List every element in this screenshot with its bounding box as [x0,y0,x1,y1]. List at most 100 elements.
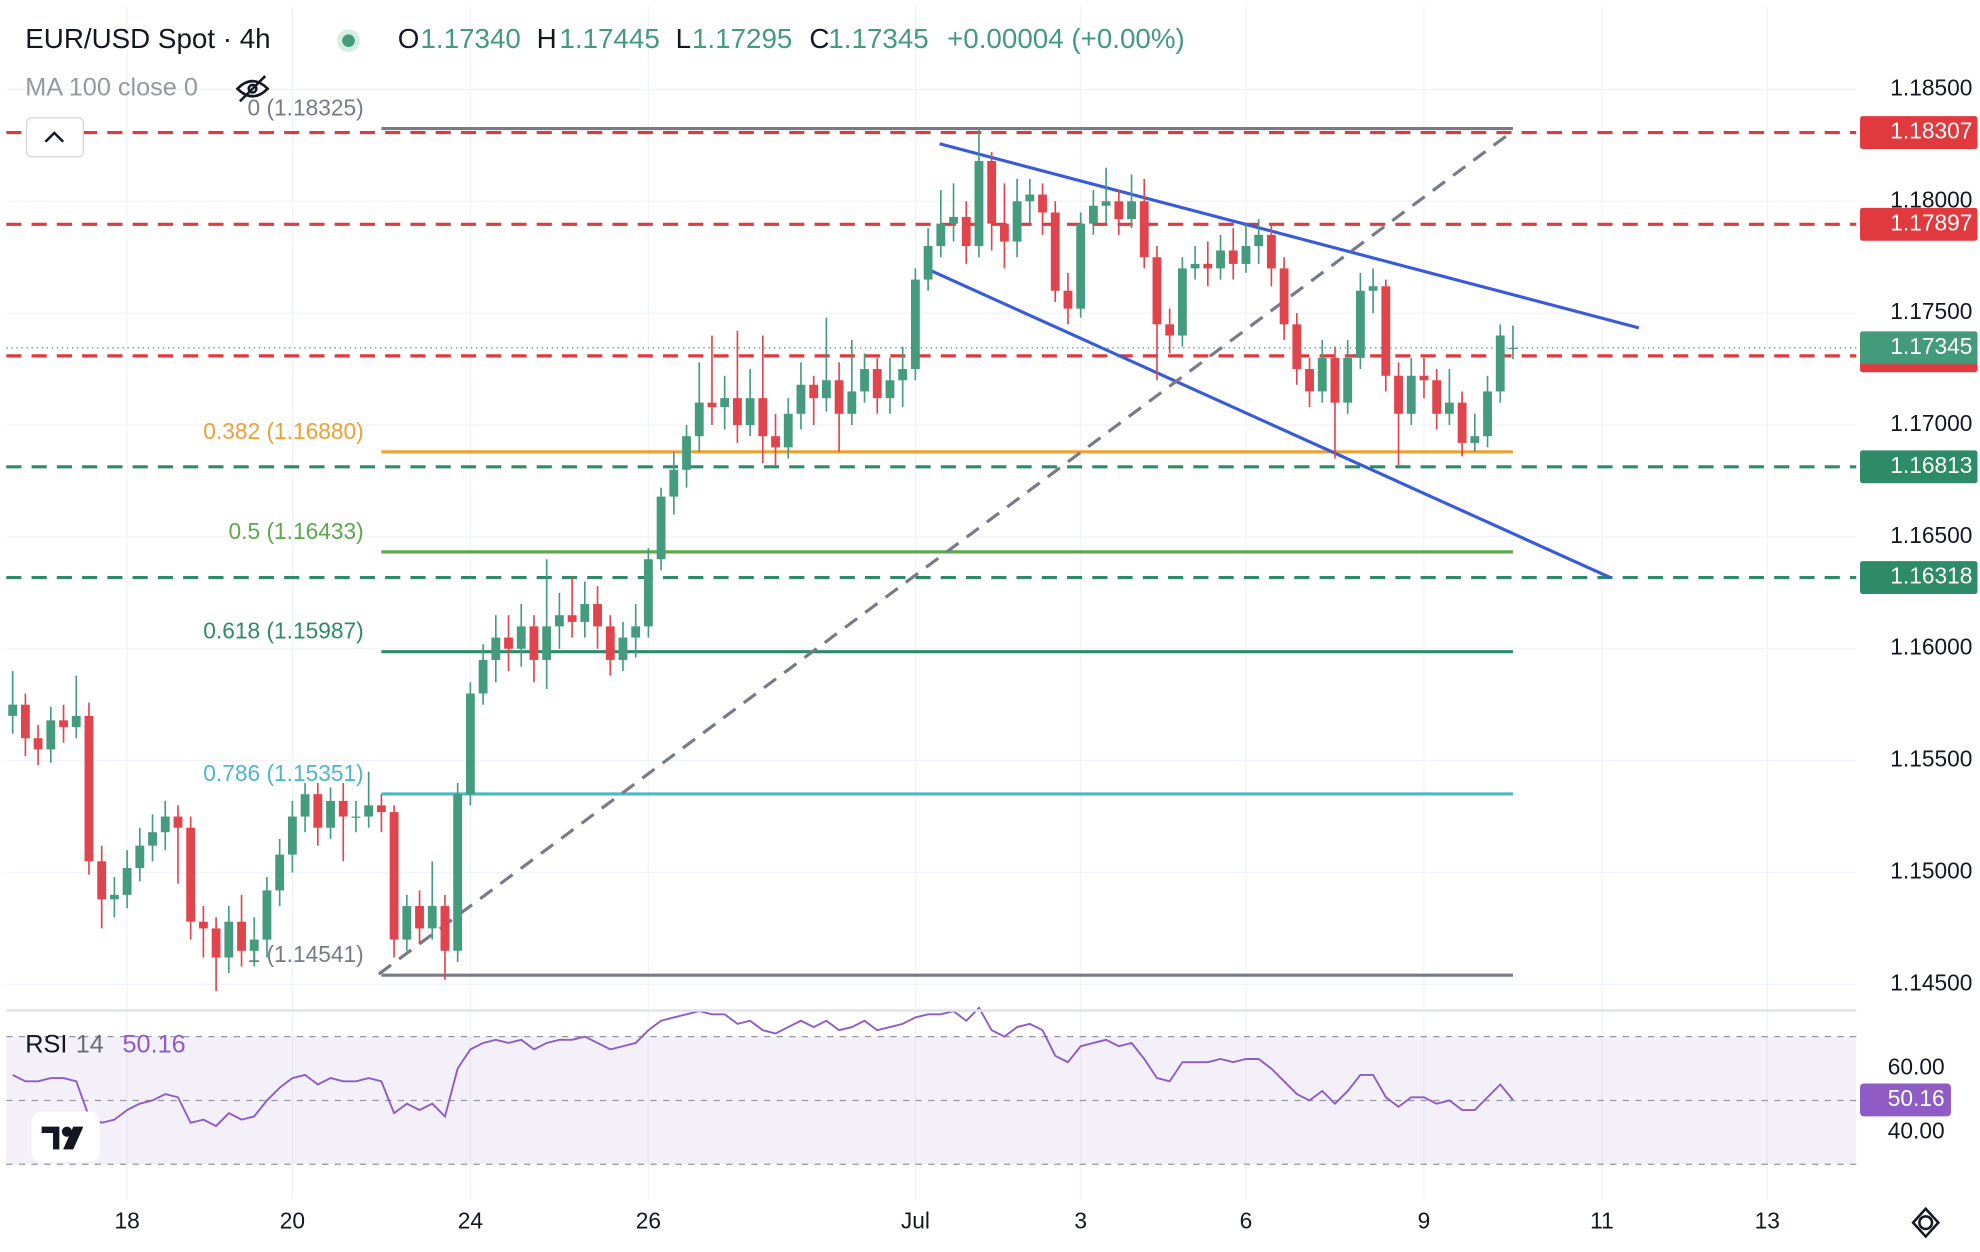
candle-body [1495,335,1505,392]
candle-body [809,384,819,399]
c-label: C [809,23,829,54]
candle-body [33,738,43,750]
candle-body [1050,212,1060,291]
x-tick-label: 9 [1418,1208,1431,1234]
candle-body [338,800,348,817]
candle-body [720,398,730,408]
visibility-icon[interactable] [235,75,270,103]
candle-body [1241,246,1251,264]
candle-body [440,906,450,951]
candle-body [860,369,869,392]
rsi-name: RSI [25,1031,67,1059]
candle-body [961,216,971,247]
candle-body [554,615,564,627]
fib-label: 0.786 (1.15351) [203,760,363,786]
candle-body [872,369,882,399]
candle-body [1076,223,1086,309]
rsi-tick-label: 40.00 [1888,1117,1945,1143]
candle-body [326,800,335,828]
candle-body [148,832,157,846]
candle-body [1444,402,1454,414]
candle-body [224,921,234,958]
candle-body [1114,201,1124,220]
collapse-button[interactable] [25,117,84,158]
level-label: 1.16813 [1890,452,1972,478]
candle-body [186,827,196,922]
x-tick-label: 11 [1590,1208,1614,1234]
candle-body [211,928,221,958]
c-value: 1.17345 [828,23,928,54]
o-label: O [398,23,420,54]
y-tick-label: 1.15500 [1890,746,1972,772]
candle-body [1406,375,1416,414]
candle-body [1330,357,1340,403]
candle-body [605,626,615,660]
candle-body [1038,194,1047,213]
l-value: 1.17295 [692,23,792,54]
level-box [1860,450,1978,484]
candle-body [847,391,857,414]
candle-body [885,380,895,399]
candle-body [275,854,285,891]
candle-body [84,715,94,862]
price-box [1860,331,1978,365]
candle-body [923,246,933,280]
candle-body [796,384,806,414]
logo[interactable] [31,1111,100,1163]
candle-body [1266,234,1276,269]
fib-label: 0.5 (1.16433) [229,518,364,544]
candle-body [758,398,768,437]
candle-body [20,704,30,739]
plot: 18 20 24 26 Jul 3 6 9 11 13 60.00 40.00 0 (1.18325) 0… [6,74,1978,1234]
candle-body [542,626,552,660]
o-value: 1.17340 [420,23,520,54]
candle-body [1381,286,1391,376]
candle-body [351,816,361,818]
rsi-value-box [1860,1083,1951,1117]
candle-body [1432,380,1442,414]
candle-body [453,794,463,951]
change: +0.00004 (+0.00%) [947,23,1185,54]
candle-body [1203,263,1213,269]
candle-body [198,921,208,929]
candle-body [415,906,424,929]
candle-body [46,720,56,750]
level-label: 1.16318 [1890,563,1972,589]
candle-body [1483,391,1492,437]
candle-body [631,626,641,638]
candle-body [71,715,81,728]
candle-body [1355,290,1365,358]
level-box [1860,207,1978,241]
candle-body [516,626,526,649]
candle-body [1368,286,1378,291]
x-tick-label: 20 [280,1208,305,1234]
candle-body [1292,324,1302,370]
trend-line [939,142,1640,330]
candle-body [1127,201,1136,220]
y-tick-label: 1.14500 [1890,969,1972,995]
y-tick-label: 1.15000 [1890,857,1972,883]
level-label: 1.18307 [1890,118,1972,144]
candle-body [1228,250,1238,264]
settings-icon[interactable] [1911,1206,1941,1239]
h-label: H [537,23,557,54]
trend-line [377,129,1514,976]
candle-body [1101,201,1111,206]
candle-body [1177,268,1187,336]
candle-body [771,436,780,448]
l-label: L [676,23,691,54]
candle-body [593,603,602,627]
candle-body [173,816,183,828]
fib-label: 0.618 (1.15987) [203,618,363,644]
x-tick-label: 3 [1074,1208,1087,1234]
candle-body [135,845,145,869]
candle-body [567,615,577,622]
x-tick-label: 18 [114,1208,139,1234]
candle-body [707,402,717,408]
y-tick-label: 1.17000 [1890,410,1972,436]
candle-body [287,816,297,855]
candle-body [974,160,984,247]
x-tick-label: 24 [458,1208,483,1234]
candle-body [936,223,946,247]
